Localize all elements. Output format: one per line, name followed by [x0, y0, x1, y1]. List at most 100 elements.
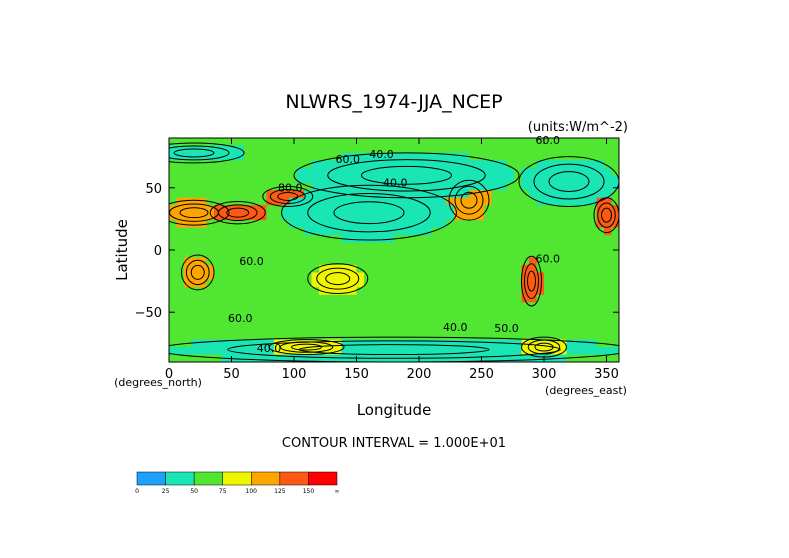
heatmap-cell	[206, 227, 215, 236]
heatmap-cell	[424, 197, 432, 206]
heatmap-cell	[341, 227, 350, 236]
heatmap-cell	[476, 160, 485, 169]
heatmap-cell	[386, 287, 395, 296]
heatmap-cell	[469, 264, 477, 273]
heatmap-cell	[356, 160, 365, 169]
heatmap-cell	[581, 279, 590, 288]
heatmap-cell	[521, 339, 530, 348]
heatmap-cell	[221, 212, 230, 221]
heatmap-cell	[409, 182, 417, 191]
heatmap-cell	[484, 272, 492, 281]
heatmap-cell	[416, 324, 425, 333]
heatmap-cell	[214, 302, 222, 311]
heatmap-cell	[191, 250, 200, 258]
heatmap-cell	[184, 317, 192, 326]
y-tick-label: −50	[135, 306, 162, 321]
heatmap-cell	[206, 347, 215, 356]
heatmap-cell	[484, 332, 492, 341]
heatmap-cell	[326, 294, 335, 303]
heatmap-cell	[304, 190, 312, 199]
heatmap-cell	[191, 235, 200, 244]
heatmap-cell	[236, 279, 245, 288]
heatmap-cell	[311, 138, 320, 146]
heatmap-cell	[176, 347, 185, 356]
heatmap-cell	[236, 160, 245, 169]
heatmap-cell	[536, 272, 545, 281]
heatmap-cell	[169, 160, 177, 169]
heatmap-cell	[349, 264, 357, 273]
contour-label: 60.0	[336, 153, 361, 166]
heatmap-cell	[611, 309, 619, 318]
heatmap-cell	[439, 242, 447, 251]
heatmap-cell	[259, 324, 267, 333]
heatmap-cell	[536, 212, 545, 221]
heatmap-cell	[334, 332, 342, 341]
heatmap-cell	[371, 250, 380, 258]
heatmap-cell	[379, 347, 387, 356]
heatmap-cell	[401, 175, 410, 184]
heatmap-cell	[431, 272, 440, 281]
heatmap-cell	[499, 212, 507, 221]
heatmap-cell	[559, 190, 567, 199]
heatmap-cell	[544, 257, 552, 266]
heatmap-cell	[356, 138, 365, 146]
heatmap-cell	[446, 220, 455, 229]
chart-title: NLWRS_1974-JJA_NCEP	[285, 91, 502, 113]
heatmap-cell	[394, 197, 402, 206]
heatmap-cell	[259, 182, 267, 191]
heatmap-cell	[401, 257, 410, 266]
heatmap-cell	[484, 197, 492, 206]
heatmap-cell	[581, 272, 590, 281]
heatmap-cell	[499, 138, 507, 146]
heatmap-cell	[364, 138, 372, 146]
heatmap-cell	[461, 220, 470, 229]
heatmap-cell	[521, 324, 530, 333]
heatmap-cell	[536, 317, 545, 326]
heatmap-cell	[311, 235, 320, 244]
heatmap-cell	[244, 272, 252, 281]
heatmap-cell	[604, 205, 612, 214]
heatmap-cell	[521, 250, 530, 258]
heatmap-cell	[341, 294, 350, 303]
colorbar-swatch	[165, 471, 195, 486]
heatmap-cell	[589, 167, 597, 176]
heatmap-cell	[244, 197, 252, 206]
heatmap-cell	[274, 212, 282, 221]
heatmap-cell	[521, 302, 530, 311]
heatmap-cell	[356, 279, 365, 288]
heatmap-cell	[386, 242, 395, 251]
heatmap-cell	[244, 227, 252, 236]
heatmap-cell	[296, 212, 305, 221]
x-tick-label: 300	[532, 367, 557, 382]
heatmap-cell	[356, 212, 365, 221]
heatmap-cell	[461, 152, 470, 161]
heatmap-cell	[289, 294, 297, 303]
heatmap-cell	[401, 152, 410, 161]
heatmap-cell	[551, 145, 560, 154]
heatmap-cell	[611, 302, 619, 311]
heatmap-cell	[529, 242, 537, 251]
heatmap-cell	[394, 175, 402, 184]
heatmap-cell	[439, 220, 447, 229]
heatmap-cell	[401, 332, 410, 341]
heatmap-cell	[341, 309, 350, 318]
heatmap-cell	[589, 212, 597, 221]
heatmap-cell	[499, 205, 507, 214]
heatmap-cell	[596, 332, 605, 341]
heatmap-cell	[214, 212, 222, 221]
heatmap-cell	[311, 294, 320, 303]
heatmap-cell	[214, 242, 222, 251]
heatmap-cell	[304, 302, 312, 311]
heatmap-cell	[416, 220, 425, 229]
heatmap-cell	[266, 354, 275, 362]
heatmap-cell	[199, 227, 207, 236]
heatmap-cell	[251, 167, 260, 176]
heatmap-cell	[311, 272, 320, 281]
heatmap-cell	[386, 279, 395, 288]
heatmap-cell	[446, 235, 455, 244]
heatmap-cell	[379, 302, 387, 311]
heatmap-cell	[461, 145, 470, 154]
heatmap-cell	[566, 197, 575, 206]
heatmap-cell	[611, 339, 619, 348]
heatmap-cell	[184, 279, 192, 288]
